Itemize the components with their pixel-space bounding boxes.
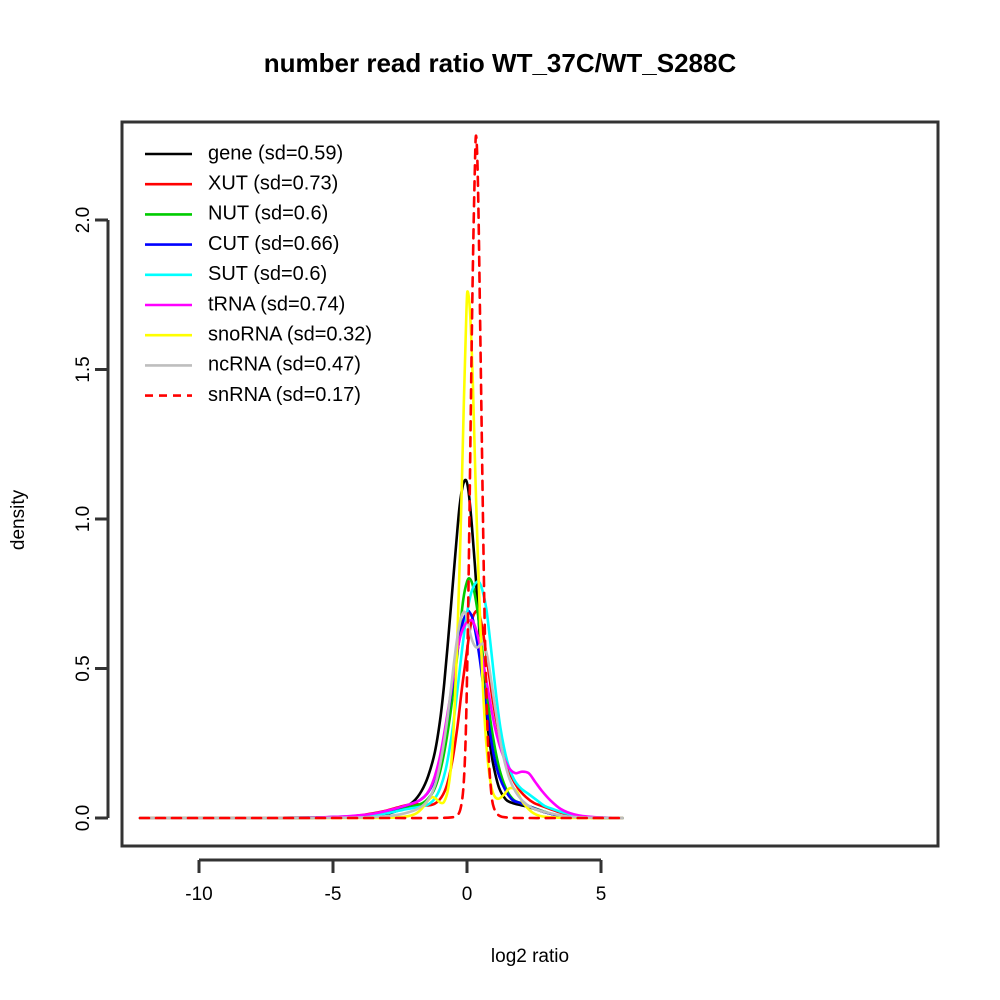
legend-label-gene: gene (sd=0.59): [208, 142, 343, 164]
density-curves: [138, 134, 624, 820]
y-axis: 0.0 0.5 1.0 1.5 2.0: [73, 207, 110, 831]
y-tick-label-0.5: 0.5: [73, 655, 94, 681]
y-tick-label-2.0: 2.0: [73, 207, 94, 233]
curve-snRNA: [138, 134, 624, 820]
legend-label-NUT: NUT (sd=0.6): [208, 203, 328, 225]
curve-snoRNA: [138, 290, 624, 820]
y-tick-label-1.5: 1.5: [73, 356, 94, 382]
curve-ncRNA: [138, 610, 624, 820]
x-tick-label-5: 5: [596, 884, 607, 905]
x-tick-label--10: -10: [185, 884, 212, 905]
legend-label-tRNA: tRNA (sd=0.74): [208, 293, 345, 315]
legend-label-SUT: SUT (sd=0.6): [208, 263, 327, 285]
x-axis: -10 -5 0 5: [185, 858, 607, 905]
y-tick-label-0.0: 0.0: [73, 805, 94, 831]
legend-label-ncRNA: ncRNA (sd=0.47): [208, 354, 361, 376]
legend-label-XUT: XUT (sd=0.73): [208, 172, 338, 194]
legend: gene (sd=0.59) XUT (sd=0.73) NUT (sd=0.6) C…: [145, 142, 372, 406]
x-axis-label: log2 ratio: [491, 946, 569, 967]
x-tick-label--5: -5: [325, 884, 342, 905]
chart-title: number read ratio WT_37C/WT_S288C: [264, 48, 737, 78]
y-axis-label: density: [8, 489, 29, 550]
x-tick-label-0: 0: [462, 884, 473, 905]
legend-label-CUT: CUT (sd=0.66): [208, 233, 339, 255]
plot-frame: [120, 120, 940, 848]
legend-label-snoRNA: snoRNA (sd=0.32): [208, 323, 372, 345]
legend-label-snRNA: snRNA (sd=0.17): [208, 384, 361, 406]
y-tick-label-1.0: 1.0: [73, 506, 94, 532]
curve-tRNA: [138, 618, 624, 820]
